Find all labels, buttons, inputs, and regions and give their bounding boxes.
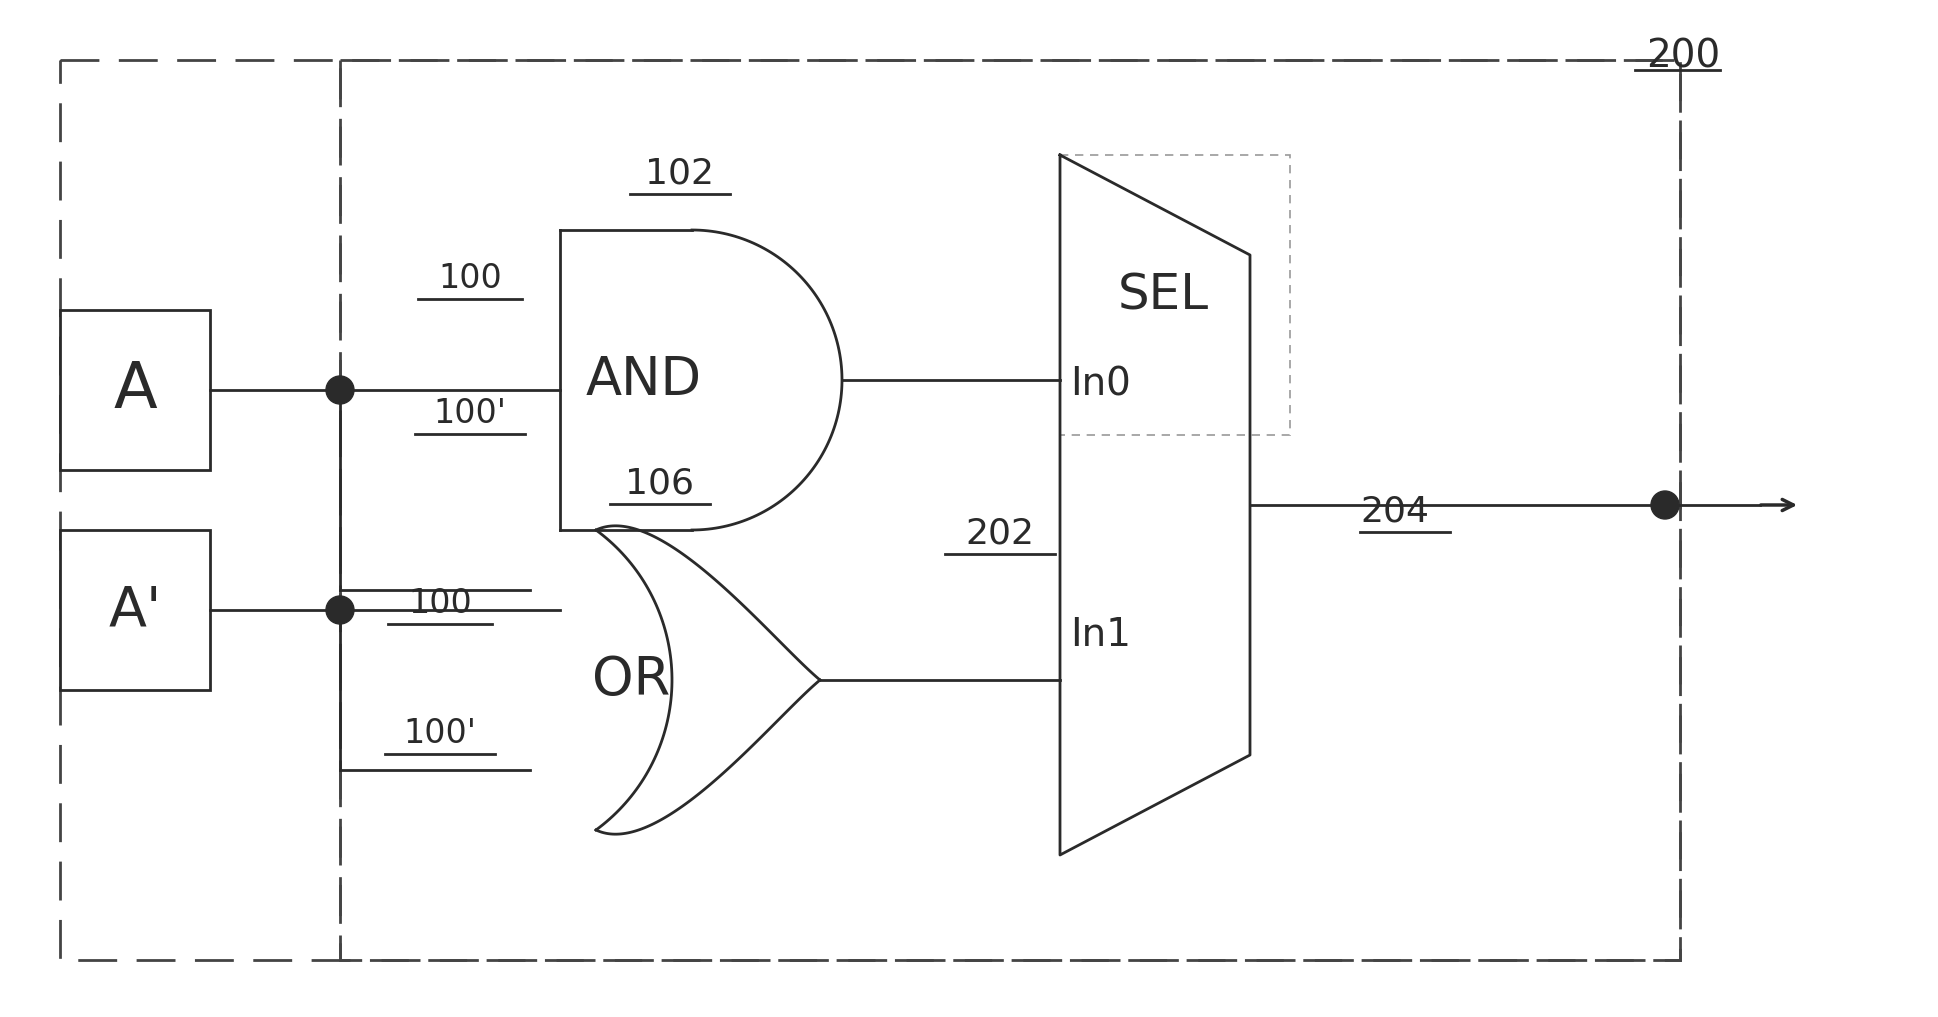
Bar xyxy=(60,530,209,690)
Text: In0: In0 xyxy=(1070,366,1132,404)
Text: A: A xyxy=(112,359,157,421)
Text: 100': 100' xyxy=(403,717,477,750)
Bar xyxy=(1060,155,1291,435)
Circle shape xyxy=(1651,491,1678,519)
Circle shape xyxy=(326,596,355,624)
Text: 100: 100 xyxy=(438,262,502,295)
Text: OR: OR xyxy=(593,654,671,706)
Bar xyxy=(60,310,209,470)
Text: 200: 200 xyxy=(1645,38,1721,76)
Text: In1: In1 xyxy=(1070,616,1132,654)
Bar xyxy=(339,60,1680,960)
Circle shape xyxy=(326,376,355,404)
Text: 106: 106 xyxy=(626,466,694,500)
Text: 100: 100 xyxy=(409,587,471,620)
Text: 100': 100' xyxy=(434,397,506,430)
Text: SEL: SEL xyxy=(1118,271,1209,319)
Text: 202: 202 xyxy=(965,516,1035,550)
Text: AND: AND xyxy=(585,354,702,406)
Text: 102: 102 xyxy=(645,156,715,190)
Text: A': A' xyxy=(109,583,161,637)
Bar xyxy=(60,60,1680,960)
Text: 204: 204 xyxy=(1360,494,1428,528)
